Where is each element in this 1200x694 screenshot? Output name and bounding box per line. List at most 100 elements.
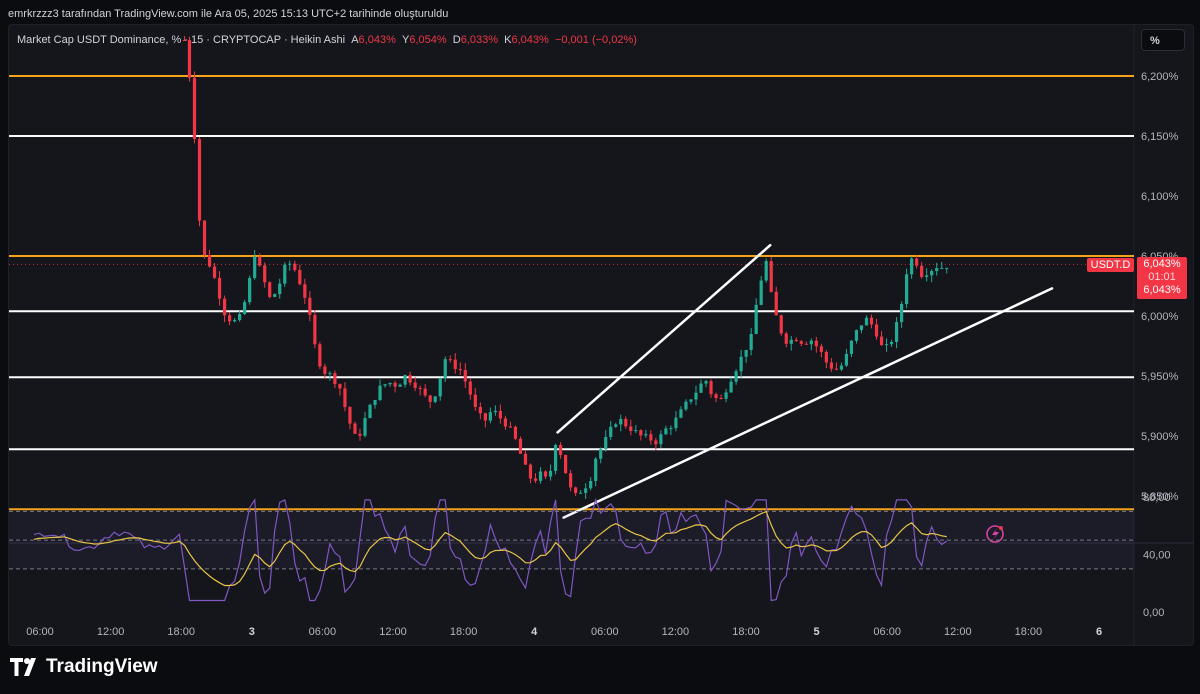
- price-chart[interactable]: 6,200%6,150%6,100%6,050%6,000%5,950%5,90…: [9, 25, 1193, 645]
- candle-body: [212, 266, 217, 278]
- candle-body: [574, 487, 578, 494]
- tradingview-logo[interactable]: TradingView: [10, 656, 158, 678]
- candle-body: [849, 340, 854, 354]
- candle-body: [513, 426, 518, 439]
- time-axis-label: 5: [814, 626, 820, 638]
- candle-body: [283, 264, 287, 284]
- candle-body: [604, 436, 608, 450]
- open-value: 6,043%: [358, 34, 396, 46]
- candle-body: [488, 412, 492, 421]
- rsi-axis-label: 0,00: [1143, 607, 1164, 619]
- alert-icon[interactable]: [986, 525, 1004, 543]
- candle-body: [258, 256, 262, 266]
- candle-body: [739, 356, 743, 372]
- candle-body: [639, 430, 643, 436]
- candle-body: [789, 339, 793, 344]
- price-axis-label: 6,150%: [1141, 131, 1179, 143]
- candle-body: [920, 265, 924, 277]
- candle-body: [278, 283, 282, 295]
- candle-body: [910, 258, 914, 275]
- rsi-line: [33, 497, 948, 602]
- candle-body: [729, 381, 733, 393]
- candle-body: [308, 297, 312, 315]
- candle-body: [343, 388, 347, 408]
- candle-body: [338, 384, 342, 389]
- candle-body: [654, 440, 658, 445]
- candle-body: [448, 359, 452, 361]
- candle-body: [940, 267, 944, 269]
- candle-body: [508, 426, 513, 428]
- candle-body: [323, 366, 327, 374]
- tradingview-brand-text: TradingView: [46, 656, 158, 677]
- candle-body: [313, 314, 317, 345]
- candle-body: [423, 388, 427, 396]
- candle-body: [202, 220, 207, 255]
- candle-body: [217, 277, 222, 299]
- candle-body: [503, 418, 508, 427]
- candle-body: [363, 418, 367, 436]
- candle-body: [473, 394, 477, 407]
- candle-body: [238, 314, 242, 321]
- time-axis-label: 12:00: [97, 626, 125, 638]
- trend-line-1[interactable]: [562, 287, 1054, 519]
- candle-body: [874, 324, 879, 337]
- candle-body: [809, 340, 813, 345]
- candle-body: [864, 317, 869, 326]
- candle-body: [930, 271, 934, 276]
- candle-body: [839, 365, 844, 370]
- candle-body: [734, 371, 738, 382]
- candle-body: [433, 396, 437, 402]
- candle-body: [614, 424, 618, 427]
- candle-body: [609, 426, 613, 437]
- candle-body: [935, 268, 939, 272]
- chart-pane[interactable]: 6,200%6,150%6,100%6,050%6,000%5,950%5,90…: [8, 24, 1194, 646]
- time-axis-label: 12:00: [379, 626, 407, 638]
- candle-body: [744, 349, 748, 357]
- symbol-description: Market Cap USDT Dominance, % · 15 · CRYP…: [17, 34, 346, 46]
- candle-body: [393, 382, 397, 387]
- candle-body: [233, 320, 237, 322]
- candle-body: [303, 284, 307, 298]
- candle-body: [483, 413, 487, 421]
- candle-body: [227, 315, 232, 322]
- percent-scale-button[interactable]: %: [1141, 29, 1185, 51]
- candle-body: [523, 453, 528, 465]
- candle-body: [859, 325, 864, 331]
- candle-body: [619, 418, 623, 425]
- candle-body: [548, 470, 553, 477]
- candle-body: [689, 399, 693, 402]
- candle-body: [579, 492, 583, 494]
- candle-body: [784, 333, 788, 344]
- candle-body: [538, 471, 543, 481]
- candle-body: [298, 270, 302, 285]
- candle-body: [684, 401, 688, 410]
- candle-body: [418, 387, 422, 389]
- time-axis-label: 12:00: [944, 626, 972, 638]
- candle-body: [358, 433, 362, 436]
- current-price-box: 6,043% 01:01 6,043%: [1137, 257, 1187, 299]
- candle-body: [388, 382, 392, 385]
- candle-body: [318, 344, 322, 367]
- change-value: −0,001 (−0,02%): [554, 34, 637, 46]
- candle-body: [644, 434, 648, 436]
- candle-body: [624, 418, 628, 427]
- candle-body: [553, 444, 558, 471]
- candle-body: [458, 368, 462, 371]
- time-axis-label: 18:00: [167, 626, 195, 638]
- candle-body: [398, 384, 402, 387]
- candle-body: [674, 417, 678, 429]
- candle-body: [383, 384, 387, 386]
- candle-body: [413, 382, 417, 388]
- bar-countdown: 01:01: [1148, 271, 1176, 283]
- candle-body: [829, 362, 833, 369]
- candle-body: [584, 488, 588, 493]
- candle-body: [824, 351, 828, 363]
- candle-body: [498, 410, 503, 419]
- chart-legend: Market Cap USDT Dominance, % · 15 · CRYP…: [17, 34, 637, 46]
- candle-body: [594, 458, 598, 481]
- trend-line-0[interactable]: [556, 243, 772, 434]
- candle-body: [222, 298, 227, 316]
- candle-body: [438, 377, 442, 397]
- candle-body: [569, 473, 573, 488]
- rsi-axis-label: 80,00: [1143, 492, 1171, 504]
